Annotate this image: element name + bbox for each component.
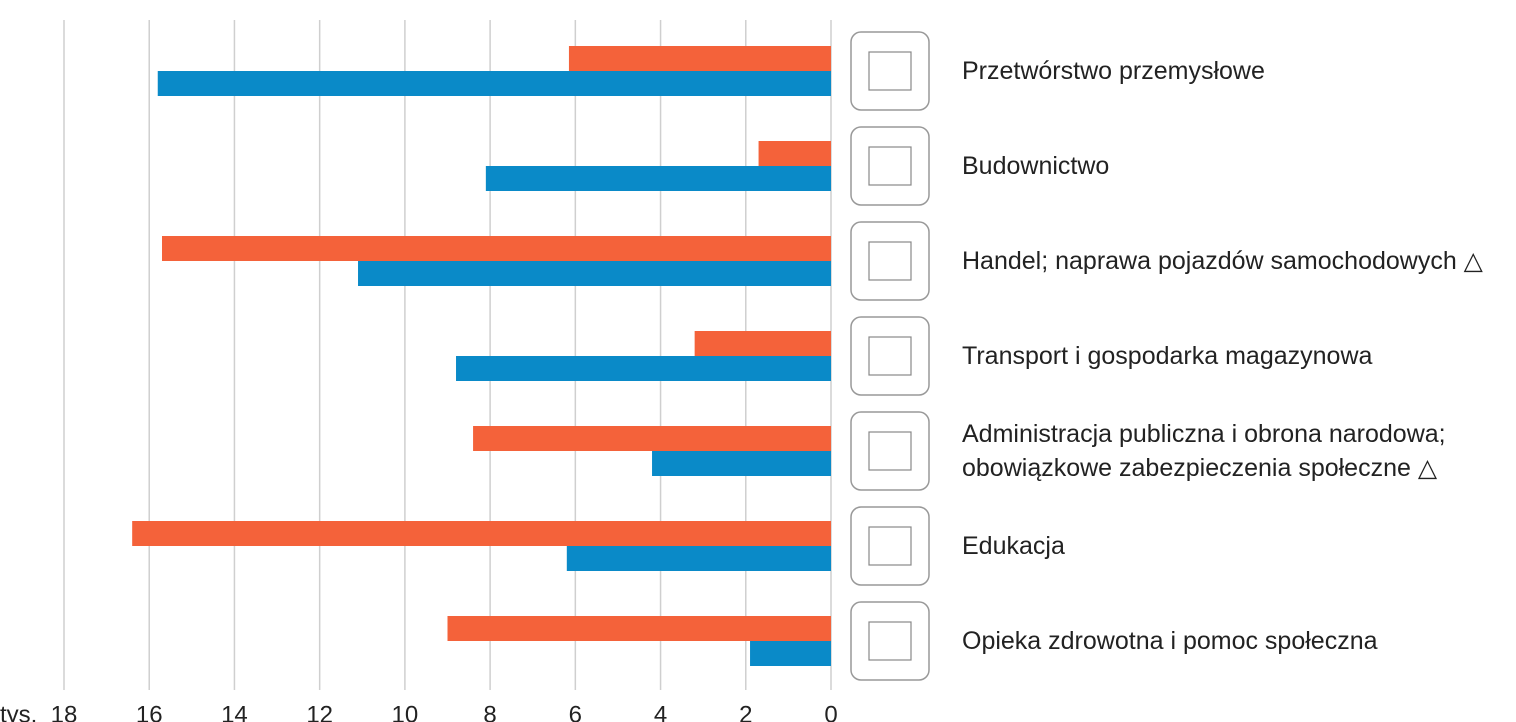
- x-axis-label: tys.: [0, 701, 37, 722]
- icon-box: [850, 31, 930, 111]
- bar: [456, 356, 831, 381]
- x-tick-label: 10: [392, 701, 419, 722]
- x-tick-label: 2: [739, 701, 752, 722]
- category-label: Edukacja: [962, 532, 1065, 560]
- icon-box: [850, 316, 930, 396]
- x-tick-label: 4: [654, 701, 667, 722]
- category-label: Transport i gospodarka magazynowa: [962, 342, 1373, 370]
- icon-box: [850, 221, 930, 301]
- icon: [868, 51, 912, 91]
- icon: [868, 526, 912, 566]
- x-tick-label: 6: [569, 701, 582, 722]
- icon: [868, 146, 912, 186]
- x-tick-label: 14: [221, 701, 248, 722]
- x-tick-label: 16: [136, 701, 163, 722]
- bar: [568, 46, 831, 71]
- bar: [485, 166, 831, 191]
- bar: [758, 141, 831, 166]
- bar: [566, 546, 831, 571]
- bar: [652, 451, 831, 476]
- bar: [132, 521, 831, 546]
- bar: [162, 236, 831, 261]
- category-label: Opieka zdrowotna i pomoc społeczna: [962, 627, 1378, 655]
- bar: [750, 641, 831, 666]
- icon: [868, 621, 912, 661]
- bar: [694, 331, 831, 356]
- x-tick-label: 0: [824, 701, 837, 722]
- icon: [868, 336, 912, 376]
- bar: [473, 426, 831, 451]
- x-tick-label: 8: [483, 701, 496, 722]
- bar: [157, 71, 831, 96]
- icon-box: [850, 601, 930, 681]
- icon: [868, 431, 912, 471]
- bar: [358, 261, 831, 286]
- category-label: Budownictwo: [962, 152, 1110, 180]
- category-label: Przetwórstwo przemysłowe: [962, 57, 1265, 85]
- category-label: Handel; naprawa pojazdów samochodowych △: [962, 247, 1483, 275]
- icon-box: [850, 411, 930, 491]
- icon-box: [850, 506, 930, 586]
- x-tick-label: 18: [51, 701, 78, 722]
- category-label: Administracja publiczna i obrona narodow…: [962, 420, 1446, 482]
- icon: [868, 241, 912, 281]
- x-tick-label: 12: [306, 701, 333, 722]
- icon-box: [850, 126, 930, 206]
- bar: [447, 616, 831, 641]
